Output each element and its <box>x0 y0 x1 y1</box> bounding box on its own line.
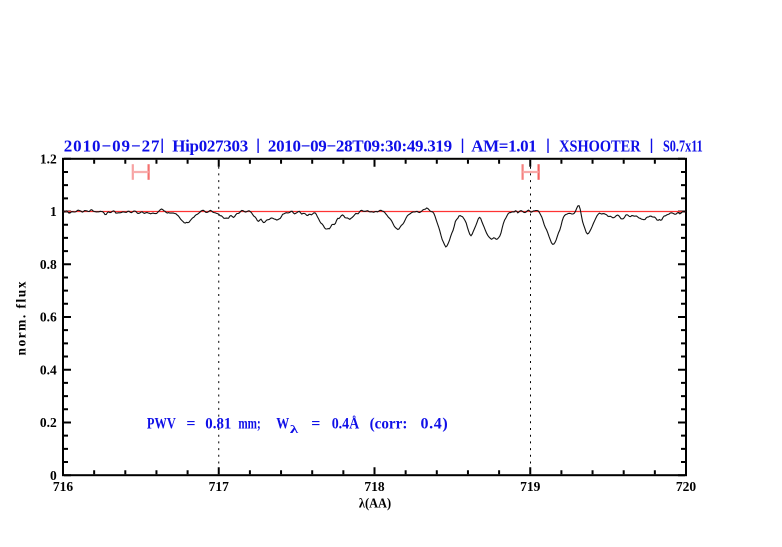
svg-text:719: 719 <box>520 479 541 494</box>
svg-text:norm. flux: norm. flux <box>14 281 29 355</box>
svg-text:XSHOOTER: XSHOOTER <box>559 136 641 155</box>
svg-text:=: = <box>311 415 320 432</box>
svg-text:2010−09−27: 2010−09−27 <box>64 136 160 155</box>
svg-text:0.2: 0.2 <box>40 415 57 430</box>
svg-text:717: 717 <box>209 479 230 494</box>
svg-text:=: = <box>186 415 195 432</box>
svg-text:0.4: 0.4 <box>40 362 57 377</box>
svg-text:λ: λ <box>290 422 298 436</box>
svg-text:0.4Å: 0.4Å <box>332 414 360 432</box>
svg-text:PWV: PWV <box>147 415 176 432</box>
svg-text:(corr:: (corr: <box>370 415 408 432</box>
svg-text:W: W <box>276 415 289 432</box>
svg-text:716: 716 <box>53 479 74 494</box>
svg-text:0.81: 0.81 <box>205 415 231 432</box>
svg-text:λ(AA): λ(AA) <box>359 496 391 511</box>
svg-text:mm;: mm; <box>238 415 260 432</box>
svg-text:S0.7x11: S0.7x11 <box>663 136 703 155</box>
svg-text:0: 0 <box>50 468 57 483</box>
svg-text:0.6: 0.6 <box>40 310 57 325</box>
svg-text:0.8: 0.8 <box>40 257 57 272</box>
svg-text:Hip027303: Hip027303 <box>172 136 248 155</box>
svg-text:1.2: 1.2 <box>40 152 57 167</box>
svg-text:718: 718 <box>364 479 385 494</box>
svg-text:2010−09−28T09:30:49.319: 2010−09−28T09:30:49.319 <box>268 136 452 155</box>
svg-text:AM=1.01: AM=1.01 <box>471 136 537 155</box>
svg-text:1: 1 <box>50 204 57 219</box>
svg-text:720: 720 <box>676 479 697 494</box>
svg-text:0.4): 0.4) <box>421 415 448 432</box>
